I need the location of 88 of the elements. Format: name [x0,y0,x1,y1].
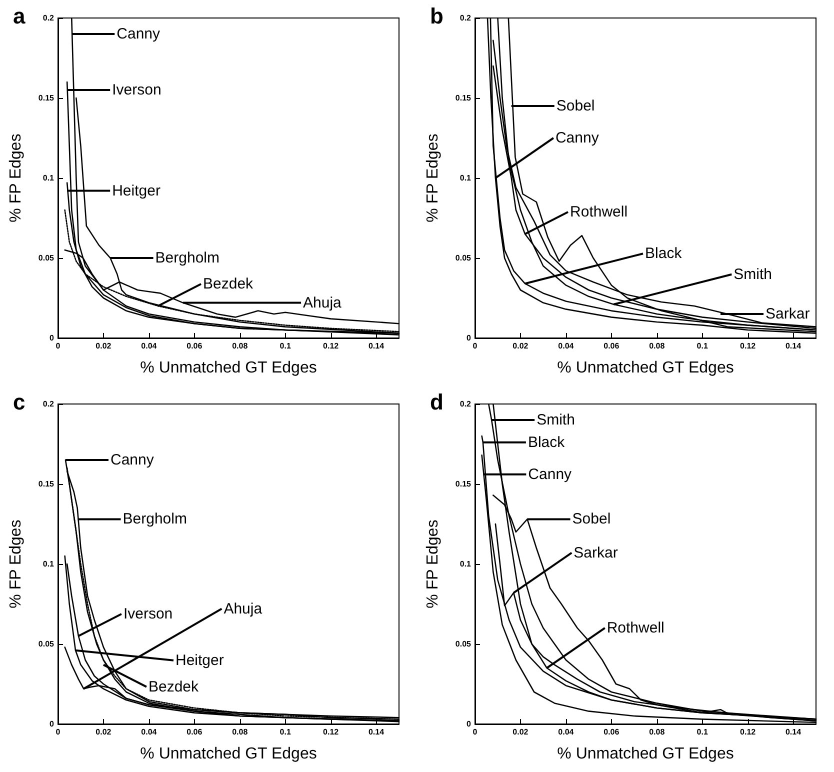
y-tick-label: 0.15 [455,480,472,488]
x-tick-label: 0.06 [186,728,203,736]
x-axis-title: % Unmatched GT Edges [557,746,734,762]
y-tick-label: 0.15 [455,94,472,102]
y-tick-label: 0.2 [460,400,472,408]
annotation: Sobel [556,98,595,114]
x-tick-label: 0.12 [323,342,340,350]
x-axis-title: % Unmatched GT Edges [557,360,734,376]
y-tick-label: 0.2 [42,14,55,22]
annotation: Sarkar [574,544,618,562]
y-tick-label: 0.05 [455,254,472,262]
annotation: Iverson [123,606,173,622]
x-tick-label: 0.02 [96,342,112,350]
annotation: Bezdek [203,276,254,292]
annotation: Heitger [112,182,160,200]
y-tick-label: 0.2 [460,14,472,22]
x-tick-label: 0.1 [280,728,292,736]
x-axis-title: % Unmatched GT Edges [140,360,317,376]
annotation: Smith [536,412,575,428]
x-tick-label: 0.04 [141,342,158,350]
x-tick-label: 0.12 [740,728,756,736]
x-tick-label: 0.14 [785,728,802,736]
x-tick-label: 0.02 [512,342,529,350]
x-tick-label: 0.12 [323,728,340,736]
annotation: Black [645,245,682,262]
x-tick-label: 0.06 [604,728,620,736]
x-tick-label: 0.1 [696,728,708,736]
x-tick-label: 0.04 [558,342,574,350]
y-tick-label: 0.15 [38,94,55,102]
y-axis-title: % FP Edges [424,520,442,608]
annotation: Heitger [176,652,224,669]
x-tick-label: 0.1 [696,342,708,350]
y-tick-label: 0 [50,720,55,728]
annotation: Iverson [112,82,162,98]
annotation: Ahuja [224,600,263,618]
chart-title: d [430,390,444,414]
x-tick-label: 0.08 [649,342,666,350]
x-tick-label: 0.08 [649,728,666,736]
x-tick-label: 0 [472,728,478,736]
chart-title: b [430,4,444,28]
annotation: Bergholm [155,250,220,266]
y-axis-title: % FP Edges [8,520,24,608]
y-axis-title: % FP Edges [424,134,442,222]
x-tick-label: 0.14 [368,342,385,350]
y-tick-label: 0.1 [42,560,55,568]
y-tick-label: 0.1 [460,174,472,182]
annotation: Bergholm [122,510,187,528]
x-axis-title: % Unmatched GT Edges [140,746,317,762]
x-tick-label: 0.08 [232,728,248,736]
y-tick-label: 0 [50,334,55,342]
chart-title: c [13,390,26,414]
x-tick-label: 0 [56,728,61,736]
x-tick-label: 0.14 [785,342,802,350]
y-tick-label: 0.15 [38,480,55,488]
annotation: Canny [116,26,160,42]
annotation: Sobel [572,510,611,528]
annotation: Ahuja [303,294,342,312]
x-tick-label: 0.14 [368,728,385,736]
x-tick-label: 0 [472,342,478,350]
y-tick-label: 0.1 [460,560,472,568]
y-tick-label: 0.05 [455,640,472,648]
x-tick-label: 0.02 [512,728,529,736]
x-tick-label: 0.1 [280,342,292,350]
annotation: Rothwell [570,204,628,220]
annotation: Rothwell [606,620,664,636]
y-tick-label: 0.1 [42,174,55,182]
y-tick-label: 0.2 [42,400,55,408]
annotation: Canny [528,466,572,483]
x-tick-label: 0.02 [96,728,112,736]
annotation: Canny [555,130,600,146]
x-tick-label: 0.12 [740,342,756,350]
y-axis-title: % FP Edges [8,134,24,222]
y-tick-label: 0.05 [38,640,55,648]
annotation: Black [528,434,566,451]
y-tick-label: 0 [466,720,472,728]
x-tick-label: 0.06 [604,342,620,350]
x-tick-label: 0.08 [232,342,248,350]
annotation: Smith [734,266,772,283]
chart-title: a [13,4,26,28]
annotation: Canny [110,452,154,468]
x-tick-label: 0.04 [141,728,158,736]
annotation: Bezdek [148,678,199,696]
x-tick-label: 0.04 [558,728,574,736]
x-tick-label: 0.06 [186,342,203,350]
annotation: Sarkar [766,306,810,322]
y-tick-label: 0 [466,334,472,342]
y-tick-label: 0.05 [38,254,55,262]
x-tick-label: 0 [56,342,61,350]
